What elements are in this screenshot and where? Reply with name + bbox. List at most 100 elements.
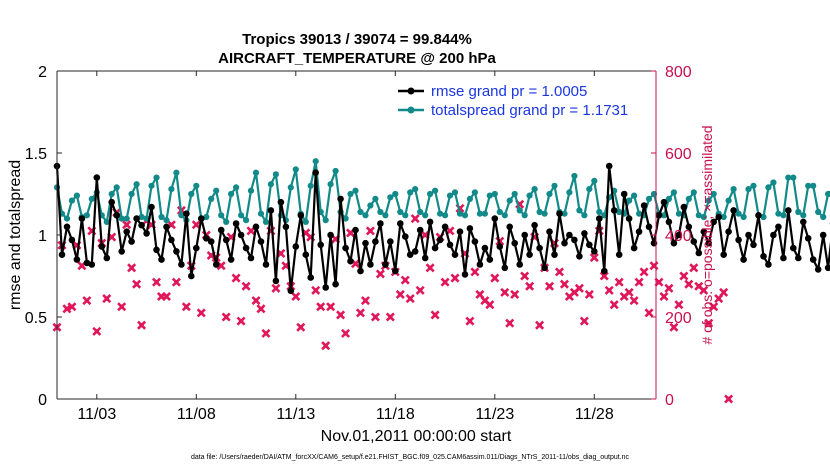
obs-marker-dot <box>368 228 373 234</box>
totalspread-point <box>466 195 473 202</box>
totalspread-point <box>516 207 523 214</box>
obs-marker <box>559 279 569 289</box>
rmse-point <box>352 226 359 234</box>
rmse-point <box>431 244 439 252</box>
totalspread-point <box>208 195 215 202</box>
totalspread-point <box>382 212 389 219</box>
totalspread-point <box>446 192 454 199</box>
totalspread-point <box>546 190 553 198</box>
rmse-point <box>824 264 830 272</box>
obs-marker-dot <box>333 236 338 242</box>
rmse-point <box>421 254 429 262</box>
rmse-point <box>322 284 330 291</box>
totalspread-point <box>521 212 528 219</box>
rmse-point <box>158 256 165 263</box>
rmse-point <box>596 215 603 222</box>
rmse-point <box>581 230 588 237</box>
totalspread-point <box>785 174 792 181</box>
totalspread-point <box>471 189 478 196</box>
rmse-point <box>461 271 469 278</box>
obs-marker <box>241 281 251 291</box>
rmse-point <box>625 215 633 222</box>
obs-marker-dot <box>223 314 229 320</box>
obs-marker-dot <box>616 279 622 285</box>
rmse-point <box>451 251 459 258</box>
totalspread-point <box>322 217 329 224</box>
rmse-point <box>108 198 115 206</box>
legend-label-rmse: rmse grand pr = 1.0005 <box>431 83 587 100</box>
totalspread-point <box>392 190 399 198</box>
obs-marker-dot <box>169 222 174 227</box>
totalspread-point <box>451 189 459 196</box>
rmse-point <box>790 244 797 252</box>
obs-marker <box>415 285 425 295</box>
totalspread-point <box>88 195 95 202</box>
obs-marker <box>370 312 380 322</box>
totalspread-point <box>247 187 255 194</box>
obs-marker <box>82 296 92 306</box>
obs-marker-dot <box>676 302 682 307</box>
totalspread-point <box>213 187 220 194</box>
obs-marker-dot <box>298 325 303 330</box>
totalspread-point <box>188 190 195 198</box>
totalspread-point <box>571 172 578 180</box>
rmse-point <box>526 251 533 258</box>
rmse-point <box>610 207 618 214</box>
y-axis-label-left: rmse and totalspread <box>7 160 24 310</box>
obs-marker <box>311 285 321 295</box>
y-tick-label-left: 0.5 <box>25 310 47 327</box>
obs-marker <box>296 322 306 332</box>
y-tick-label-right: 600 <box>665 146 692 163</box>
rmse-point <box>392 267 399 275</box>
obs-marker <box>500 287 510 297</box>
rmse-point <box>680 203 688 211</box>
y-tick-label-left: 0 <box>38 392 47 409</box>
rmse-point <box>630 244 638 252</box>
rmse-point <box>337 195 344 203</box>
totalspread-point <box>223 218 230 225</box>
totalspread-point <box>790 174 797 181</box>
rmse-point <box>566 231 573 239</box>
rmse-point <box>546 228 553 235</box>
totalspread-point <box>700 213 707 221</box>
totalspread-point <box>228 190 235 198</box>
obs-marker-dot <box>159 294 164 299</box>
rmse-point <box>103 254 111 262</box>
obs-marker-dot <box>313 288 318 293</box>
obs-marker-dot <box>557 269 562 275</box>
obs-marker-dot <box>398 292 403 297</box>
totalspread-point <box>616 208 623 216</box>
obs-marker-dot <box>711 304 716 309</box>
rmse-point <box>740 256 747 263</box>
obs-marker <box>365 226 375 236</box>
rmse-point <box>307 274 315 281</box>
totalspread-point <box>83 212 90 219</box>
totalspread-point <box>740 213 747 221</box>
rmse-point <box>168 236 175 244</box>
obs-marker-dot <box>432 312 438 318</box>
rmse-point <box>536 244 543 252</box>
chart-title: Tropics 39013 / 39074 = 99.844% <box>242 31 472 48</box>
totalspread-point <box>233 184 240 191</box>
obs-marker <box>704 318 714 328</box>
totalspread-point <box>148 182 155 189</box>
obs-marker <box>122 220 132 230</box>
rmse-point <box>715 213 722 221</box>
obs-marker <box>326 302 336 312</box>
totalspread-point <box>561 210 568 217</box>
totalspread-point <box>243 217 250 224</box>
obs-marker <box>674 300 684 310</box>
y-tick-label-right: 400 <box>665 228 692 245</box>
obs-marker-dot <box>641 269 647 275</box>
obs-marker-dot <box>363 298 368 303</box>
totalspread-point <box>660 212 668 219</box>
obs-marker-dot <box>612 302 617 307</box>
obs-marker-dot <box>69 304 75 309</box>
rmse-point <box>491 215 499 222</box>
obs-marker <box>520 271 530 281</box>
rmse-point <box>670 239 678 247</box>
totalspread-point <box>825 190 830 198</box>
totalspread-point <box>725 197 732 204</box>
totalspread-point <box>118 215 125 222</box>
